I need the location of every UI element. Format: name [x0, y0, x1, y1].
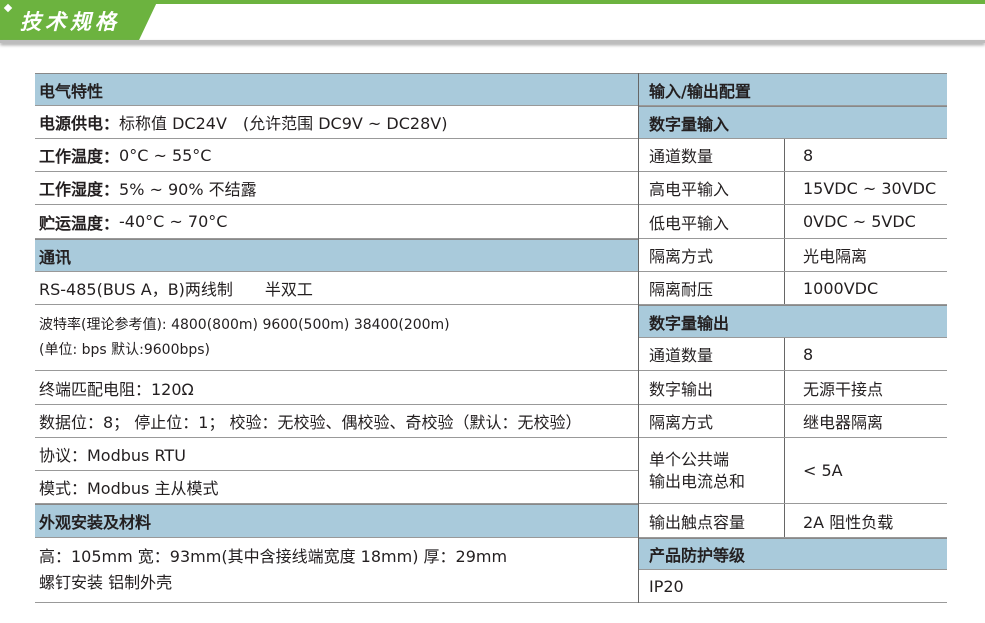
io-row: 隔离方式 光电隔离 — [639, 239, 947, 272]
io-key: 隔离耐压 — [649, 272, 785, 304]
value: 标称值 DC24V (允许范围 DC9V ~ DC28V) — [119, 114, 448, 133]
section-header-digital-out: 数字量输出 — [639, 305, 947, 338]
io-row: 通道数量 8 — [639, 338, 947, 371]
diamond-icon — [3, 3, 13, 13]
io-key-line2: 输出电流总和 — [649, 471, 746, 491]
value: 5% ~ 90% 不结露 — [119, 180, 257, 199]
io-value: 继电器隔离 — [803, 413, 884, 432]
io-value: 2A 阻性负载 — [803, 512, 894, 532]
io-row: 隔离方式 继电器隔离 — [639, 405, 947, 438]
spec-row-baud: 波特率(理论参考值): 4800(800m) 9600(500m) 38400(… — [35, 305, 638, 371]
spec-row-protocol: 协议：Modbus RTU — [35, 438, 638, 471]
io-key: 数字输出 — [649, 371, 785, 404]
io-value: 0VDC ~ 5VDC — [803, 212, 916, 231]
io-key: 隔离方式 — [649, 239, 785, 271]
left-spec-column: 电气特性 电源供电： 标称值 DC24V (允许范围 DC9V ~ DC28V) … — [35, 73, 638, 603]
io-value: 1000VDC — [803, 278, 879, 298]
protection-value: IP20 — [639, 570, 947, 603]
io-row: 低电平输入 0VDC ~ 5VDC — [639, 205, 947, 239]
spec-row-termination: 终端匹配电阻：120Ω — [35, 371, 638, 405]
io-key: 输出触点容量 — [649, 504, 785, 537]
label: 贮运温度： — [39, 213, 120, 233]
io-value: 8 — [803, 344, 814, 364]
spec-row-rs485: RS-485(BUS A，B)两线制 半双工 — [35, 272, 638, 305]
section-header-comm: 通讯 — [35, 239, 638, 272]
spec-row-temp: 工作温度： 0°C ~ 55°C — [35, 139, 638, 172]
banner-underline — [0, 40, 985, 43]
io-value: 15VDC ~ 30VDC — [803, 178, 937, 198]
appearance-line2: 螺钉安装 铝制外壳 — [39, 573, 173, 592]
appearance-line1: 高：105mm 宽：93mm(其中含接线端宽度 18mm) 厚：29mm — [39, 547, 508, 566]
baud-line1: 波特率(理论参考值): 4800(800m) 9600(500m) 38400(… — [39, 316, 450, 333]
section-header-protection: 产品防护等级 — [639, 538, 947, 570]
io-key-line1: 单个公共端 — [649, 449, 730, 469]
io-row: 数字输出 无源干接点 — [639, 371, 947, 405]
io-key: 隔离方式 — [649, 405, 785, 437]
io-row: 输出触点容量 2A 阻性负载 — [639, 504, 947, 538]
io-key: 通道数量 — [649, 338, 785, 370]
value: 0°C ~ 55°C — [119, 145, 212, 165]
section-header-io: 输入/输出配置 — [639, 73, 947, 106]
label: 工作湿度： — [39, 180, 120, 199]
spec-row-databits: 数据位：8； 停止位：1； 校验：无校验、偶校验、奇校验（默认：无校验） — [35, 405, 638, 438]
section-header-digital-in: 数字量输入 — [639, 106, 947, 139]
io-key: 高电平输入 — [649, 172, 785, 204]
io-key: 单个公共端 输出电流总和 — [649, 438, 785, 503]
spec-row-humidity: 工作湿度： 5% ~ 90% 不结露 — [35, 172, 638, 205]
section-header-electrical: 电气特性 — [35, 73, 638, 106]
banner-title: 技术规格 — [20, 10, 120, 34]
right-spec-column: 输入/输出配置 数字量输入 通道数量 8 高电平输入 15VDC ~ 30VDC 低… — [638, 73, 947, 603]
value: -40°C ~ 70°C — [119, 212, 228, 231]
io-value: < 5A — [803, 461, 843, 480]
io-value: 光电隔离 — [803, 247, 868, 266]
top-bar — [0, 0, 985, 4]
baud-line2: (单位: bps 默认:9600bps) — [39, 341, 211, 358]
label: 工作温度： — [39, 147, 120, 166]
io-row: 高电平输入 15VDC ~ 30VDC — [639, 172, 947, 205]
spec-row-storage: 贮运温度： -40°C ~ 70°C — [35, 205, 638, 239]
spec-row-appearance: 高：105mm 宽：93mm(其中含接线端宽度 18mm) 厚：29mm 螺钉安装… — [35, 538, 638, 603]
label: 电源供电： — [39, 114, 120, 133]
section-header-appearance: 外观安装及材料 — [35, 504, 638, 538]
io-key: 通道数量 — [649, 139, 785, 171]
spec-row-mode: 模式：Modbus 主从模式 — [35, 471, 638, 504]
section-banner: 技术规格 — [0, 0, 158, 40]
io-value: 8 — [803, 145, 814, 165]
spec-row-power: 电源供电： 标称值 DC24V (允许范围 DC9V ~ DC28V) — [35, 106, 638, 139]
io-row: 隔离耐压 1000VDC — [639, 272, 947, 305]
io-key: 低电平输入 — [649, 205, 785, 238]
io-row: 单个公共端 输出电流总和 < 5A — [639, 438, 947, 504]
io-row: 通道数量 8 — [639, 139, 947, 172]
io-value: 无源干接点 — [803, 379, 884, 399]
